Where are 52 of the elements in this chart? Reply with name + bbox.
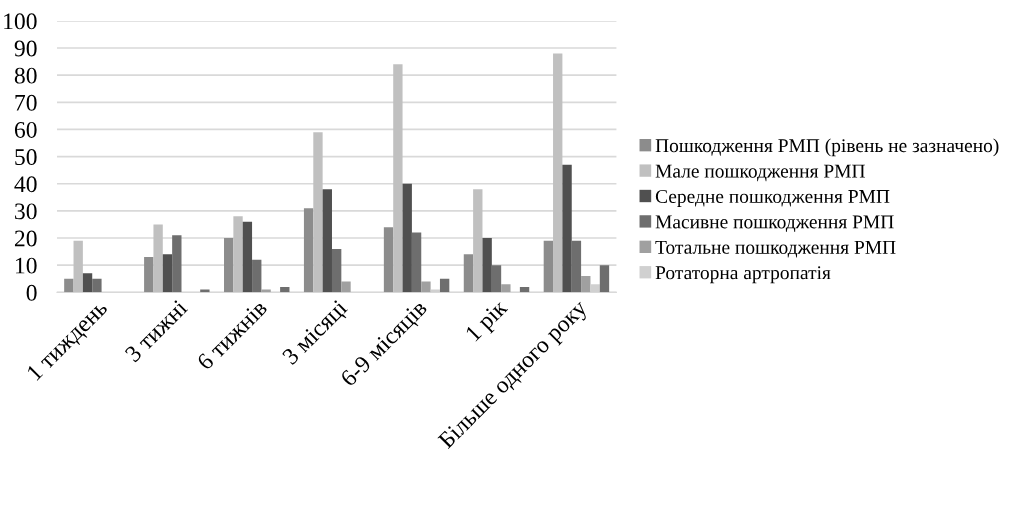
legend-label: Середне пошкодження РМП: [655, 189, 890, 207]
y-tick-label: 20: [14, 230, 37, 247]
bar: [153, 224, 163, 293]
legend-label: Мале пошкодження РМП: [655, 164, 865, 182]
bar: [439, 278, 450, 293]
bar: [144, 257, 154, 293]
y-tick-label: 50: [15, 149, 37, 166]
y-tick-label: 0: [26, 284, 37, 301]
bar: [82, 273, 93, 293]
bar: [252, 259, 262, 293]
bar: [322, 189, 332, 293]
bar: [233, 216, 243, 293]
bar: [463, 254, 474, 293]
legend-label: Масивне пошкодження РМП: [655, 215, 894, 233]
y-tick-label: 70: [15, 94, 37, 111]
bar: [73, 240, 83, 293]
bar: [383, 227, 394, 293]
bar: [224, 238, 234, 293]
bar: [162, 254, 173, 293]
bar: [172, 235, 182, 293]
bar: [599, 265, 610, 293]
bar: [473, 189, 483, 293]
bar: [543, 240, 554, 293]
bar: [313, 132, 323, 293]
bar: [341, 281, 351, 293]
legend-label: Тотальне пошкодження РМП: [655, 240, 896, 258]
bar: [581, 276, 591, 293]
bar: [501, 284, 511, 293]
legend-label: Пошкодження РМП (рівень не зазначено): [655, 138, 999, 157]
bar: [92, 278, 102, 293]
bar: [553, 53, 563, 293]
bar: [491, 265, 502, 293]
bar: [562, 164, 572, 293]
bar: [421, 281, 431, 293]
bar: [331, 248, 342, 293]
y-tick-label: 40: [14, 176, 37, 193]
y-tick-label: 30: [15, 203, 37, 220]
bar: [242, 221, 253, 293]
bar: [571, 240, 582, 293]
y-tick-label: 80: [14, 67, 37, 84]
bar: [402, 183, 412, 293]
y-tick-label: 90: [14, 40, 37, 57]
bar: [393, 64, 403, 293]
bar: [482, 238, 492, 293]
bar: [303, 208, 314, 293]
legend-label: Ротаторна артропатія: [655, 266, 831, 284]
bar: [64, 278, 74, 293]
bar: [411, 232, 422, 293]
y-tick-label: 10: [16, 257, 37, 274]
y-tick-label: 60: [14, 121, 37, 138]
x-tick-label: 1 рік: [464, 298, 512, 346]
y-tick-label: 100: [4, 13, 37, 30]
